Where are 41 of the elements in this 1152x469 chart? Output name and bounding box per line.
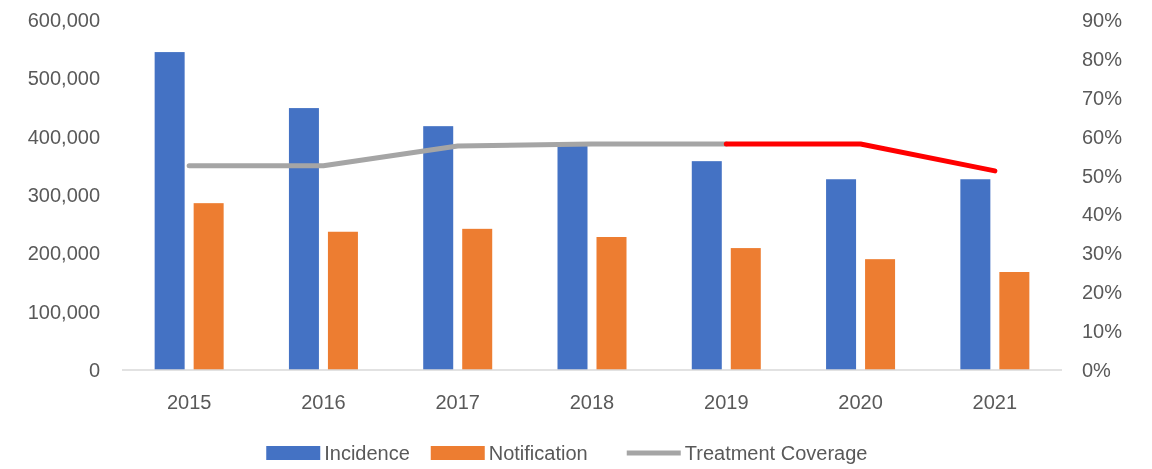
bar (730, 248, 761, 370)
x-tick-label: 2018 (569, 391, 615, 413)
y2-tick-label: 50% (1082, 164, 1123, 187)
y2-tick-label: 20% (1082, 281, 1123, 304)
y2-tick-label: 0% (1082, 359, 1112, 381)
y-tick-label: 100,000 (27, 300, 100, 323)
y2-tick-label: 90% (1082, 9, 1123, 31)
y-tick-label: 200,000 (27, 242, 100, 265)
y2-tick-label: 40% (1082, 203, 1123, 226)
bar (557, 145, 588, 370)
bar (691, 161, 722, 370)
bar (826, 179, 857, 370)
x-tick-label: 2020 (838, 391, 883, 413)
bar (999, 272, 1030, 370)
y-tick-label: 600,000 (27, 9, 100, 31)
y2-tick-label: 30% (1082, 242, 1123, 265)
bar (596, 237, 627, 370)
legend-label: Treatment Coverage (684, 442, 868, 464)
y-tick-label: 500,000 (27, 67, 100, 90)
bar (865, 259, 896, 370)
y2-tick-label: 10% (1082, 320, 1123, 343)
x-tick-label: 2017 (435, 391, 480, 413)
y2-tick-label: 70% (1082, 86, 1123, 109)
bar (154, 52, 185, 370)
y2-tick-label: 80% (1082, 47, 1123, 70)
x-tick-label: 2016 (301, 391, 346, 413)
x-tick-label: 2019 (704, 391, 749, 413)
bar (423, 126, 454, 370)
y-tick-label: 300,000 (27, 184, 100, 206)
bar (288, 108, 319, 370)
legend-label: Notification (488, 442, 588, 464)
bar (462, 228, 493, 370)
x-tick-label: 2021 (972, 391, 1018, 413)
y-tick-label: 0 (88, 359, 100, 381)
y2-tick-label: 60% (1082, 125, 1123, 148)
legend-label: Incidence (324, 442, 410, 464)
bar (327, 231, 358, 370)
y-tick-label: 400,000 (27, 125, 100, 148)
bar (960, 179, 991, 370)
x-tick-label: 2015 (166, 391, 212, 413)
bar (193, 203, 224, 370)
